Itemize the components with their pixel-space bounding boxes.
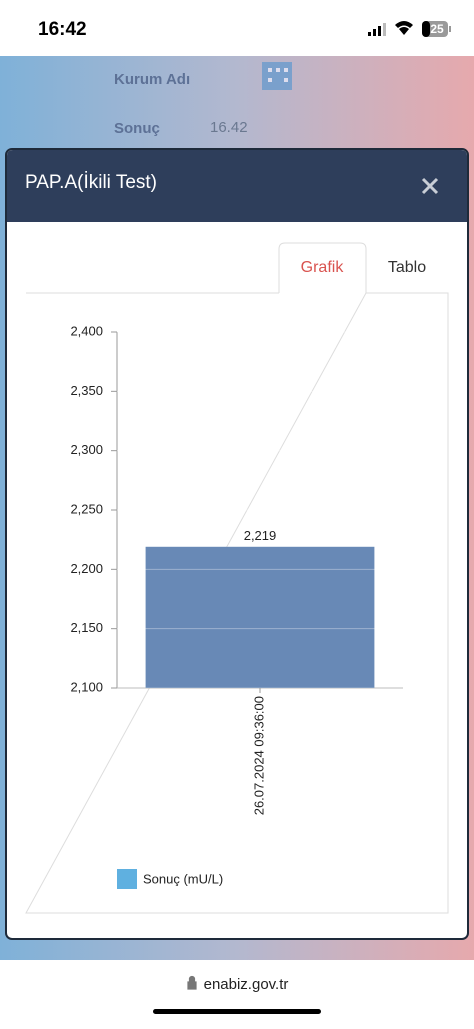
field-label: Kurum Adı [114, 71, 190, 88]
modal-title: PAP.A(İkili Test) [25, 172, 157, 193]
y-tick-label: 2,150 [70, 620, 103, 635]
bar [145, 546, 375, 688]
y-tick-label: 2,350 [70, 383, 103, 398]
status-time: 16:42 [38, 19, 87, 40]
legend-swatch [117, 869, 137, 889]
field-label: Sonuç [114, 120, 160, 137]
chart: 2,100 2,150 2,200 2,250 2,300 2,350 2,400 2,219… [70, 323, 403, 889]
lock-icon [187, 975, 197, 990]
tab[interactable]: Tablo [388, 259, 426, 276]
modal [5, 148, 469, 940]
status-bar [0, 0, 474, 56]
value-label: 2,219 [244, 528, 277, 543]
y-tick-label: 2,400 [70, 323, 103, 338]
y-tick-label: 2,300 [70, 442, 103, 457]
tab-active[interactable] [278, 242, 367, 293]
url[interactable]: enabiz.gov.tr [204, 976, 289, 993]
modal-header [7, 150, 467, 222]
home-indicator [153, 1009, 321, 1014]
chart-panel [25, 292, 449, 914]
legend-label: Sonuç (mU/L) [143, 871, 223, 886]
field-value: 16.42 [210, 119, 248, 136]
y-tick-label: 2,250 [70, 501, 103, 516]
battery-level: 25 [430, 22, 444, 36]
close-button[interactable] [421, 177, 439, 195]
building-icon [262, 62, 292, 90]
y-tick-label: 2,100 [70, 679, 103, 694]
x-tick-label: 26.07.2024 09:36:00 [251, 696, 266, 815]
status-icons [368, 21, 451, 37]
y-tick-label: 2,200 [70, 561, 103, 576]
tab[interactable]: Grafik [301, 259, 345, 276]
